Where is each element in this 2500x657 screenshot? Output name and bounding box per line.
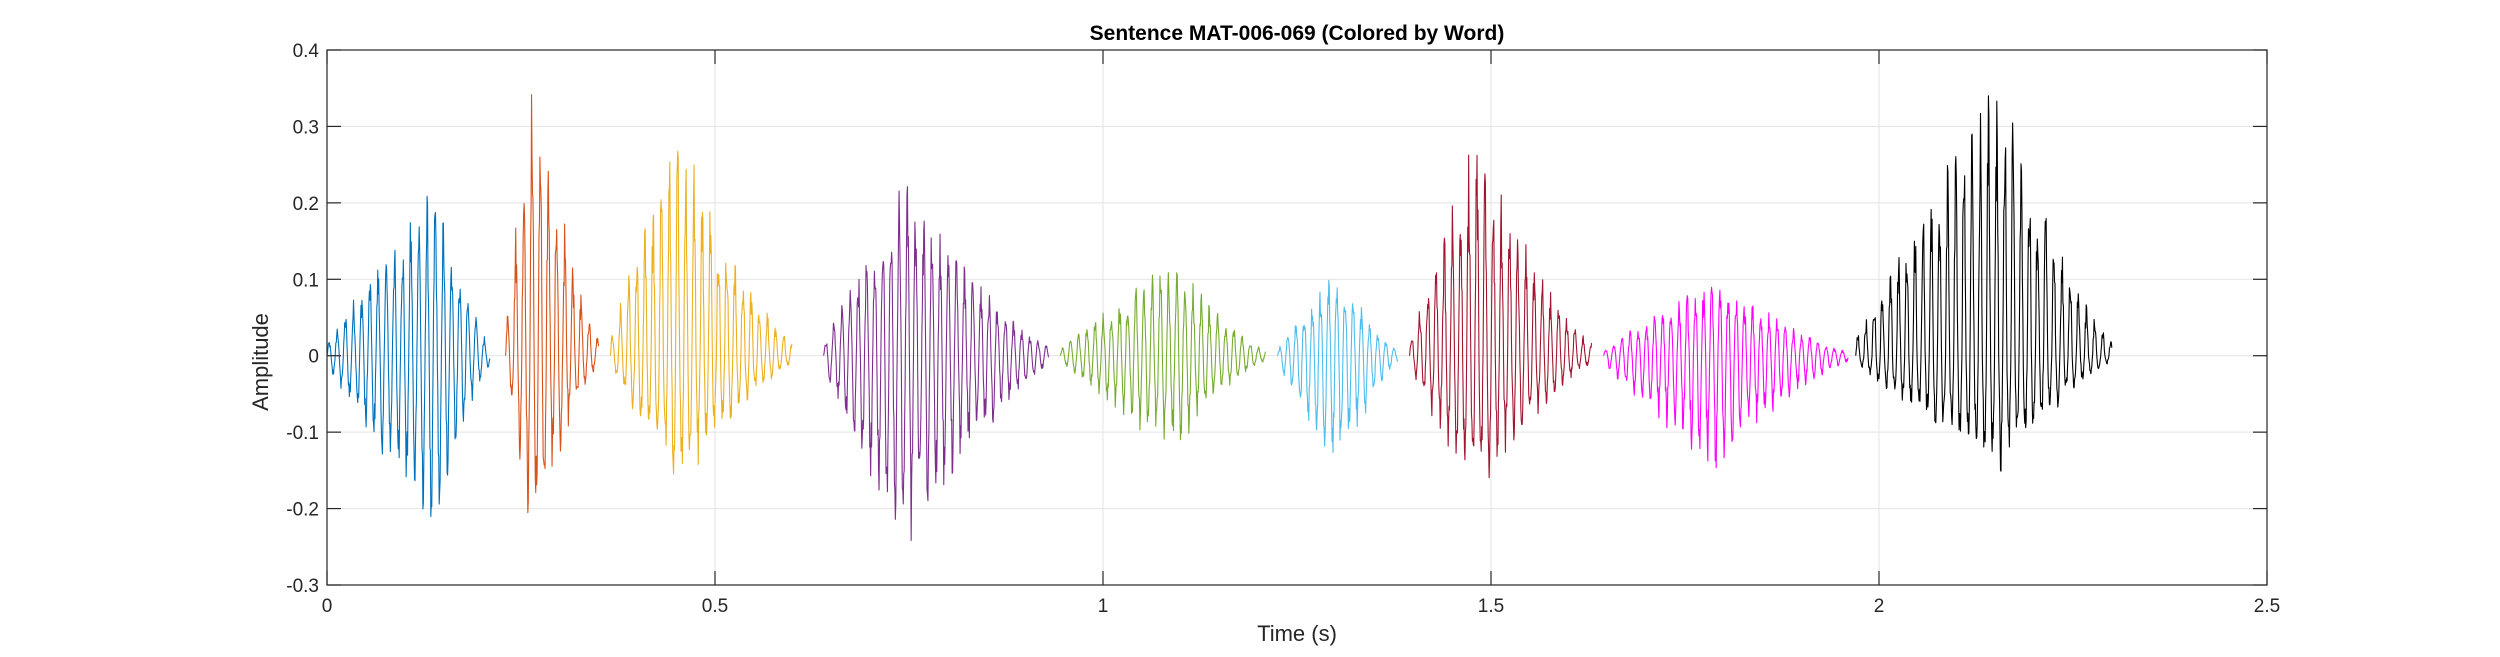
waveform-segment-4 — [823, 186, 1050, 542]
grid — [326, 49, 2268, 586]
x-axis-label: Time (s) — [1257, 621, 1337, 646]
x-tick-label: 2 — [1874, 596, 1885, 617]
waveform-segment-1 — [326, 195, 491, 518]
y-tick-label: -0.2 — [286, 500, 319, 521]
waveform-segment-2 — [504, 94, 600, 514]
x-tick-label: 2.5 — [2254, 596, 2280, 617]
waveform-segment-8 — [1603, 286, 1849, 469]
y-tick-label: 0.1 — [293, 270, 319, 291]
waveform-segment-5 — [1059, 272, 1267, 441]
x-tick-label: 1 — [1098, 596, 1109, 617]
x-tick-label: 0.5 — [702, 596, 728, 617]
y-tick-label: 0.4 — [293, 41, 320, 62]
y-axis-label: Amplitude — [248, 313, 273, 411]
waveform-segment-3 — [609, 150, 793, 475]
y-tick-label: 0.2 — [293, 194, 319, 215]
axes-box — [326, 49, 2268, 586]
chart-title: Sentence MAT-006-069 (Colored by Word) — [1090, 22, 1505, 45]
waveform-segment-6 — [1277, 279, 1399, 454]
y-tick-label: -0.3 — [286, 576, 319, 597]
y-tick-label: 0.3 — [293, 117, 319, 138]
x-tick-label: 0 — [322, 596, 333, 617]
x-tick-label: 1.5 — [1478, 596, 1504, 617]
y-tick-label: 0 — [308, 347, 319, 368]
waveform-segment-9 — [1855, 95, 2113, 472]
waveform-series — [326, 94, 2113, 542]
ticks: 0 0.5 1 1.5 2 2.5 -0.3 -0.2 -0.1 0 0.1 0.2 0.3 0.4 — [286, 41, 2280, 617]
y-tick-label: -0.1 — [286, 423, 319, 444]
waveform-segment-7 — [1408, 154, 1593, 479]
